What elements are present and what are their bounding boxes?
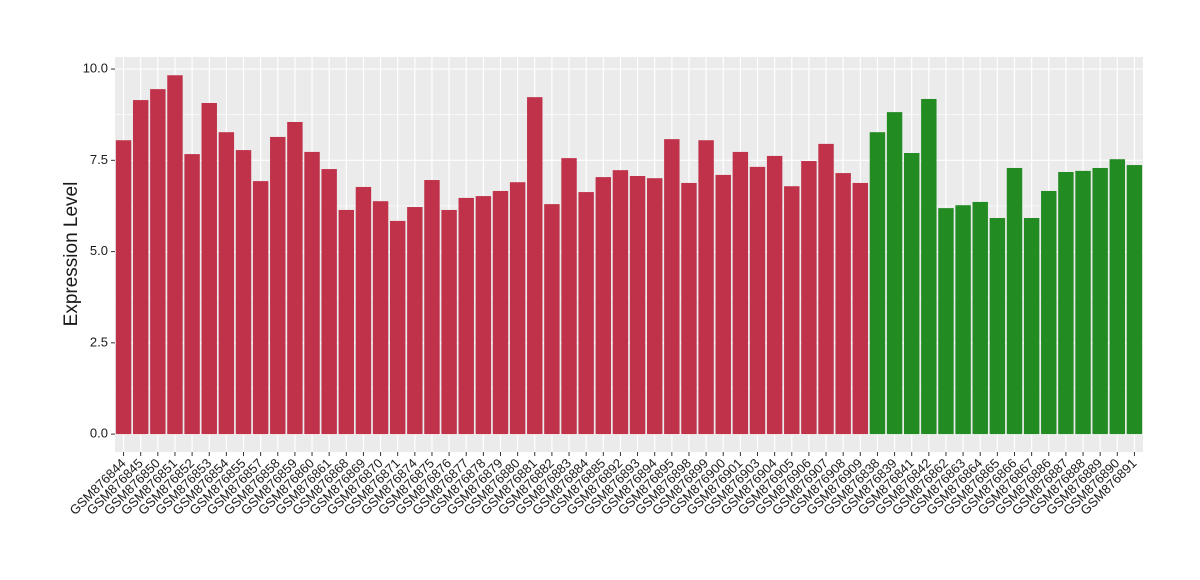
bar [1075, 170, 1091, 435]
bar [681, 182, 697, 435]
y-tick-label: 2.5 [90, 334, 108, 349]
bar [509, 182, 526, 435]
bar [835, 173, 851, 435]
plot-panel [115, 57, 1143, 452]
bar [869, 132, 886, 435]
bar [287, 121, 303, 435]
bar [492, 190, 509, 435]
bar [766, 155, 783, 435]
bar [989, 217, 1006, 435]
bar [252, 181, 269, 435]
bar [424, 180, 440, 435]
bar [1041, 190, 1057, 435]
bar [578, 192, 594, 435]
bar [646, 178, 663, 435]
y-axis-label: Expression Level [61, 182, 82, 327]
bar [475, 196, 492, 435]
bar [972, 201, 988, 435]
bar [527, 97, 543, 435]
bar [235, 150, 252, 435]
bar [561, 158, 577, 435]
bar [886, 112, 903, 435]
bar [544, 204, 560, 435]
bar [167, 75, 183, 435]
bar [955, 205, 971, 435]
bar [801, 161, 817, 435]
bar [218, 132, 235, 435]
bar [595, 177, 612, 435]
bar [612, 170, 629, 435]
bar [458, 197, 474, 435]
bar [938, 208, 954, 435]
bar [818, 143, 834, 435]
bar [407, 207, 423, 435]
bar [852, 182, 869, 435]
bar [1006, 167, 1023, 435]
bar [1109, 159, 1126, 435]
bar [372, 201, 389, 435]
bar [321, 169, 337, 435]
bar [732, 151, 749, 435]
bar [1023, 217, 1040, 435]
bar [664, 139, 680, 435]
bar [1092, 167, 1108, 435]
bar [784, 186, 800, 435]
y-tick-label: 5.0 [90, 243, 108, 258]
y-tick-label: 7.5 [90, 152, 108, 167]
bar [389, 220, 406, 435]
bar [441, 209, 457, 435]
bar [338, 209, 355, 435]
bar [150, 89, 166, 435]
bar [921, 98, 937, 435]
bar [184, 154, 200, 435]
y-tick-label: 10.0 [83, 60, 108, 75]
bar [698, 140, 714, 435]
bar [132, 100, 149, 435]
bar [304, 151, 320, 435]
bar [355, 186, 372, 435]
bar [903, 153, 920, 435]
bar [201, 102, 217, 435]
bar [1126, 165, 1143, 435]
bar [270, 136, 286, 435]
y-tick-label: 0.0 [90, 426, 108, 441]
bar [115, 140, 132, 435]
bar [749, 166, 766, 435]
bar [715, 174, 731, 435]
bar [629, 176, 646, 435]
bar [1058, 171, 1074, 435]
